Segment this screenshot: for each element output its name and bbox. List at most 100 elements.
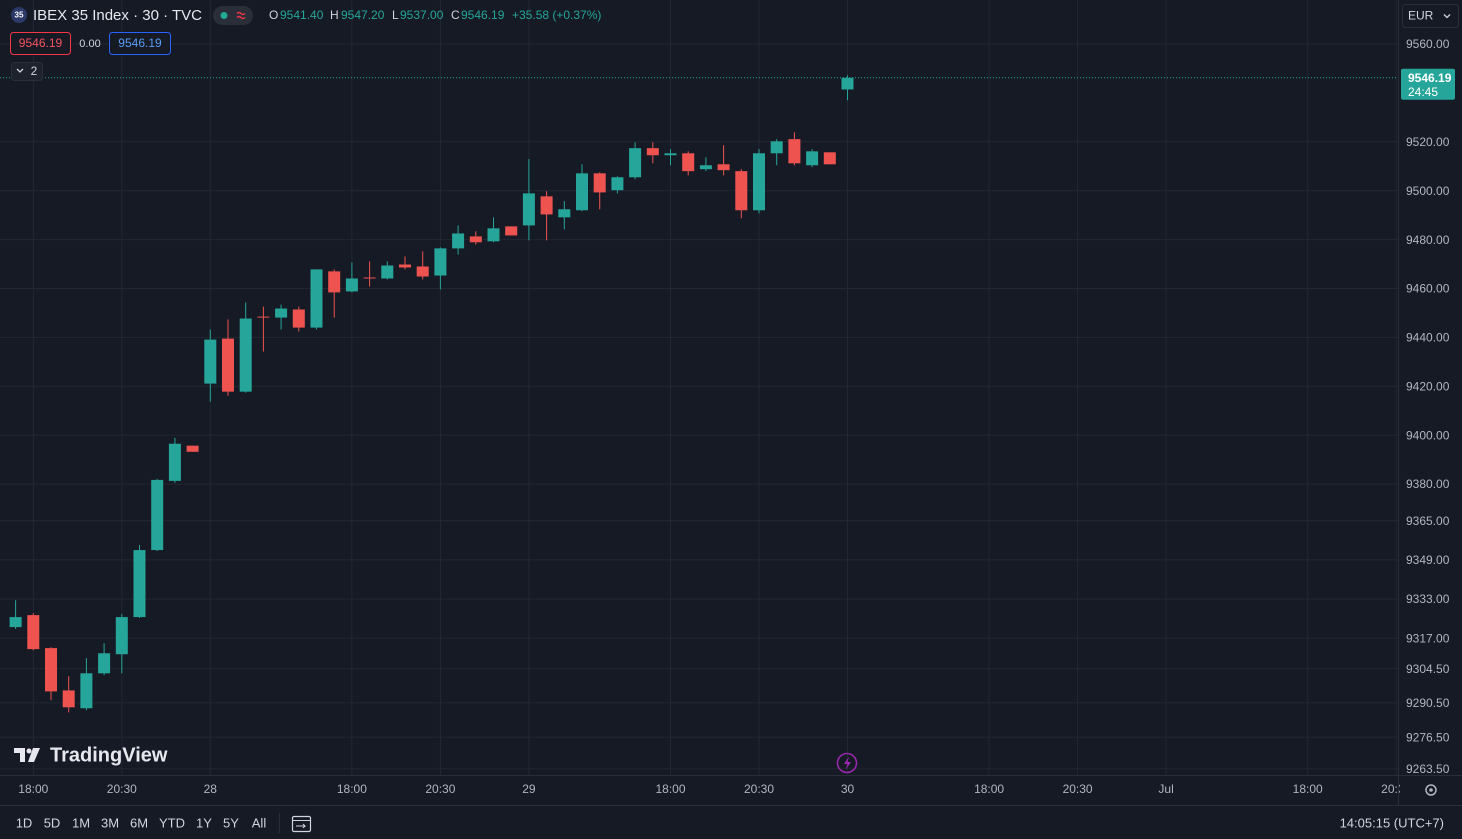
y-tick-label: 9263.50 — [1406, 762, 1450, 776]
x-tick-label: 18:00 — [655, 782, 685, 796]
calendar-icon — [296, 823, 307, 829]
timeframe-button[interactable]: 1Y — [196, 815, 212, 830]
price-axis: 9263.50 9276.50 9290.50 9304.50 9317.00 9333.… — [1401, 37, 1455, 776]
timeframe-button[interactable]: All — [252, 815, 267, 830]
candle-body — [770, 141, 783, 154]
y-tick-label: 9276.50 — [1406, 730, 1450, 744]
candle-body — [239, 318, 252, 392]
x-tick-label: 30 — [841, 782, 855, 796]
candle-body — [823, 152, 836, 165]
candle-body — [735, 171, 748, 211]
calendar-icon — [291, 815, 312, 833]
y-tick-label: 9500.00 — [1406, 184, 1450, 198]
candle-body — [452, 233, 465, 249]
y-tick-label: 9440.00 — [1406, 331, 1450, 345]
buy-button[interactable] — [109, 32, 171, 55]
candle-body — [27, 615, 40, 650]
ohlc-value: 9547.20 — [341, 8, 385, 22]
ohlc-label: O — [269, 8, 278, 22]
ohlc-value: 9546.19 — [461, 8, 505, 22]
spread: 0.00 — [79, 38, 100, 50]
ohlc-label: L — [392, 8, 399, 22]
candle-body — [753, 153, 765, 211]
candle-body — [505, 226, 518, 236]
candle-body — [664, 153, 677, 156]
candle-body — [257, 316, 270, 318]
chevron-icon — [16, 68, 24, 73]
candle-body — [682, 153, 695, 172]
x-tick-label: 18:00 — [18, 782, 48, 796]
candle-body — [204, 339, 217, 384]
symbol-badge — [11, 7, 27, 23]
indicators-toggle[interactable] — [11, 62, 43, 81]
goto-date-button[interactable] — [291, 815, 312, 833]
y-tick-label: 9480.00 — [1406, 233, 1450, 247]
chevron-icon — [1443, 14, 1451, 19]
candle-body — [841, 77, 854, 90]
event-marker[interactable] — [836, 752, 858, 774]
timeframe-button[interactable]: 5Y — [223, 815, 239, 830]
candle-body — [98, 653, 111, 674]
timeframe-toolbar: 1D 5D 1M 3M 6M YTD 1Y 5Y All — [16, 815, 267, 830]
symbol-title: IBEX 35 Index · 30 · TVC — [33, 7, 202, 24]
y-tick-label: 9365.00 — [1406, 514, 1450, 528]
candle-body — [222, 338, 234, 392]
candle-body — [292, 309, 305, 328]
ohlc-label: C — [451, 8, 460, 22]
candle-body — [416, 266, 429, 277]
timeframe-button[interactable]: 3M — [101, 815, 119, 830]
candle-body — [646, 148, 659, 156]
lightning-icon — [844, 756, 851, 770]
symbol-badge-text: 35 — [15, 11, 24, 20]
market-open-dot — [220, 12, 228, 19]
y-tick-label: 9460.00 — [1406, 282, 1450, 296]
status-pill[interactable] — [213, 6, 253, 25]
y-tick-label: 9520.00 — [1406, 135, 1450, 149]
x-tick-label: 20:30 — [107, 782, 137, 796]
candle-body — [558, 209, 571, 218]
candle-body — [381, 265, 394, 279]
candles — [0, 75, 1398, 713]
candle-body — [434, 248, 447, 276]
y-tick-label: 9349.00 — [1406, 553, 1450, 567]
y-tick-label: 9420.00 — [1406, 379, 1450, 393]
candle-body — [345, 278, 358, 292]
candle-body — [806, 151, 819, 166]
change: +35.58 (+0.37%) — [512, 8, 601, 22]
delay-icon — [236, 11, 246, 20]
x-tick-label: 20:30 — [744, 782, 774, 796]
candle-body — [151, 479, 164, 551]
x-tick-label: 20:30 — [425, 782, 455, 796]
candle-body — [133, 550, 146, 618]
sell-button[interactable] — [10, 32, 71, 55]
candle-body — [593, 173, 606, 193]
sell-price: 9546.19 — [19, 36, 63, 50]
x-tick-label: Jul — [1158, 782, 1173, 796]
candle-body — [310, 269, 323, 328]
logo-mark — [26, 748, 32, 754]
timeframe-button[interactable]: YTD — [159, 815, 185, 830]
y-tick-label: 9560.00 — [1406, 37, 1450, 51]
candle-body — [717, 164, 730, 171]
candle-body — [275, 308, 288, 318]
candle-body — [168, 443, 181, 481]
settings-icon — [1429, 788, 1433, 792]
settings-button[interactable] — [1425, 784, 1437, 796]
logo-text: TradingView — [50, 744, 168, 766]
timeframe-button[interactable]: 6M — [130, 815, 148, 830]
candle-body — [576, 173, 588, 211]
timeframe-button[interactable]: 5D — [44, 815, 61, 830]
candle-body — [469, 236, 482, 243]
timeframe-button[interactable]: 1M — [72, 815, 90, 830]
clock[interactable]: 14:05:15 (UTC+7) — [1340, 815, 1444, 830]
currency: EUR — [1408, 9, 1434, 23]
candle-body — [788, 139, 801, 164]
x-tick-label: 18:00 — [974, 782, 1004, 796]
y-tick-label: 9400.00 — [1406, 428, 1450, 442]
timeframe-button[interactable]: 1D — [16, 815, 33, 830]
currency-button[interactable] — [1402, 4, 1459, 28]
y-tick-label: 9380.00 — [1406, 477, 1450, 491]
candle-body — [522, 193, 535, 226]
